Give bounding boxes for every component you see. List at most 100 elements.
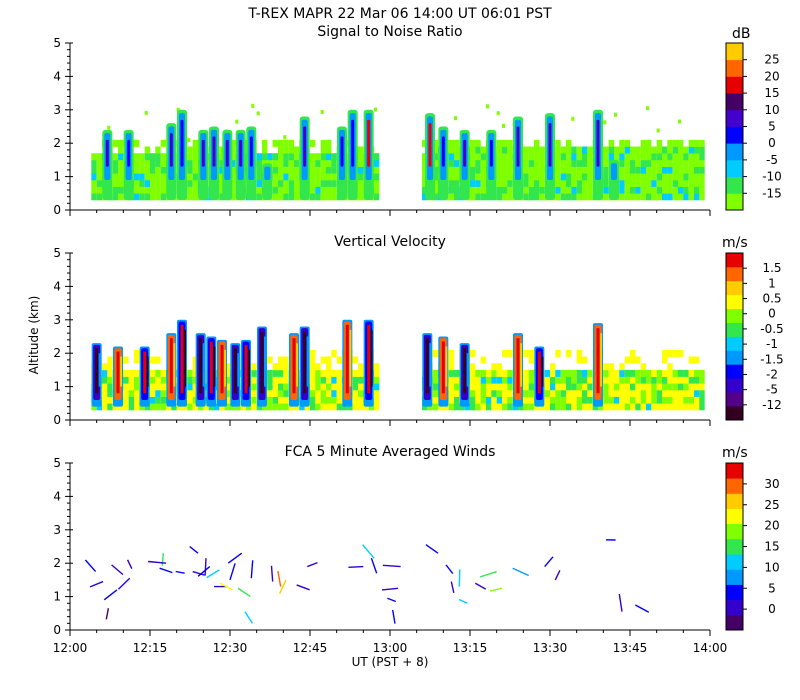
column-core bbox=[264, 166, 271, 180]
echo-cell bbox=[694, 179, 700, 187]
column-peak bbox=[367, 324, 371, 394]
colorbar-swatch bbox=[726, 294, 743, 310]
echo-cell bbox=[118, 146, 124, 154]
echo-cell bbox=[523, 166, 529, 174]
echo-cell bbox=[496, 153, 503, 161]
echo-cell bbox=[432, 186, 439, 194]
echo-cell bbox=[688, 383, 695, 391]
echo-cell bbox=[688, 153, 695, 161]
echo-cell bbox=[91, 166, 97, 174]
column-peak bbox=[292, 338, 296, 394]
echo-cell bbox=[432, 173, 439, 181]
echo-cell bbox=[656, 153, 663, 161]
colorbar-swatch bbox=[726, 599, 743, 616]
echo-speck bbox=[272, 139, 276, 144]
echo-cell bbox=[134, 396, 140, 404]
echo-cell bbox=[486, 383, 492, 391]
echo-cell bbox=[320, 166, 327, 174]
echo-cell bbox=[128, 403, 135, 411]
y-tick-label: 5 bbox=[53, 456, 61, 470]
y-tick-label: 2 bbox=[53, 136, 61, 150]
echo-cell bbox=[662, 403, 668, 411]
echo-cell bbox=[555, 153, 561, 161]
echo-cell bbox=[294, 159, 300, 167]
echo-cell bbox=[459, 403, 465, 411]
echo-cell bbox=[470, 179, 476, 187]
echo-cell bbox=[294, 146, 300, 154]
colorbar-swatch bbox=[726, 554, 743, 570]
echo-cell bbox=[475, 403, 481, 411]
echo-cell bbox=[251, 389, 257, 397]
echo-cell bbox=[694, 186, 700, 194]
column-edge bbox=[445, 346, 448, 387]
echo-cell bbox=[571, 389, 577, 397]
echo-cell bbox=[566, 376, 572, 384]
echo-cell bbox=[475, 186, 481, 194]
echo-cell bbox=[587, 186, 593, 194]
echo-cell bbox=[603, 396, 609, 404]
colorbar-swatch bbox=[726, 463, 743, 479]
echo-cell bbox=[336, 396, 343, 404]
colorbar-swatch bbox=[726, 76, 743, 94]
echo-cell bbox=[160, 376, 167, 384]
echo-cell bbox=[192, 193, 199, 201]
echo-cell bbox=[374, 186, 380, 194]
echo-cell bbox=[523, 159, 529, 167]
echo-cell bbox=[107, 363, 113, 371]
echo-cell bbox=[422, 166, 428, 174]
echo-cell bbox=[502, 146, 508, 154]
column-peak bbox=[425, 338, 429, 394]
echo-cell bbox=[219, 193, 225, 201]
echo-cell bbox=[555, 396, 561, 404]
colorbar-swatch bbox=[726, 280, 743, 296]
wind-barb bbox=[89, 580, 104, 588]
echo-cell bbox=[272, 166, 279, 174]
echo-cell bbox=[150, 376, 156, 384]
echo-cell bbox=[219, 186, 225, 194]
echo-cell bbox=[496, 166, 503, 174]
echo-cell bbox=[155, 356, 161, 364]
echo-cell bbox=[134, 179, 140, 187]
echo-cell bbox=[278, 139, 284, 147]
echo-column bbox=[593, 109, 603, 200]
echo-cell bbox=[454, 173, 460, 181]
wind-barb bbox=[381, 587, 399, 591]
echo-speck bbox=[571, 116, 575, 121]
echo-cell bbox=[576, 349, 583, 357]
echo-cell bbox=[134, 349, 140, 357]
echo-cell bbox=[683, 146, 689, 154]
echo-cell bbox=[374, 363, 380, 371]
echo-cell bbox=[576, 403, 583, 411]
echo-cell bbox=[678, 146, 684, 154]
echo-cell bbox=[656, 389, 663, 397]
echo-cell bbox=[358, 376, 364, 384]
echo-cell bbox=[571, 159, 577, 167]
echo-cell bbox=[491, 403, 497, 411]
echo-cell bbox=[358, 396, 364, 404]
echo-cell bbox=[107, 403, 113, 411]
y-tick-label: 4 bbox=[53, 489, 61, 503]
echo-cell bbox=[480, 193, 487, 201]
echo-speck bbox=[646, 106, 649, 111]
echo-cell bbox=[619, 363, 625, 371]
echo-cell bbox=[646, 193, 652, 201]
colorbar-swatch bbox=[726, 538, 743, 555]
colorbar-swatch bbox=[726, 266, 743, 282]
echo-cell bbox=[432, 349, 439, 357]
winds-unit-label: m/s bbox=[722, 445, 748, 461]
echo-cell bbox=[646, 186, 652, 194]
echo-cell bbox=[587, 153, 593, 161]
echo-cell bbox=[539, 166, 545, 174]
wind-barb bbox=[544, 556, 554, 567]
echo-cell bbox=[672, 179, 679, 187]
echo-cell bbox=[432, 193, 439, 201]
echo-cell bbox=[454, 193, 460, 201]
echo-cell bbox=[619, 383, 625, 391]
velocity-panel: Vertical Velocity m/s 012345-12-5-2-1.5-… bbox=[53, 234, 783, 427]
echo-cell bbox=[278, 193, 284, 201]
wind-barb bbox=[370, 557, 378, 574]
echo-cell bbox=[678, 193, 684, 201]
colorbar-swatch bbox=[726, 508, 743, 525]
echo-cell bbox=[571, 403, 577, 411]
colorbar-label: 25 bbox=[764, 498, 779, 512]
